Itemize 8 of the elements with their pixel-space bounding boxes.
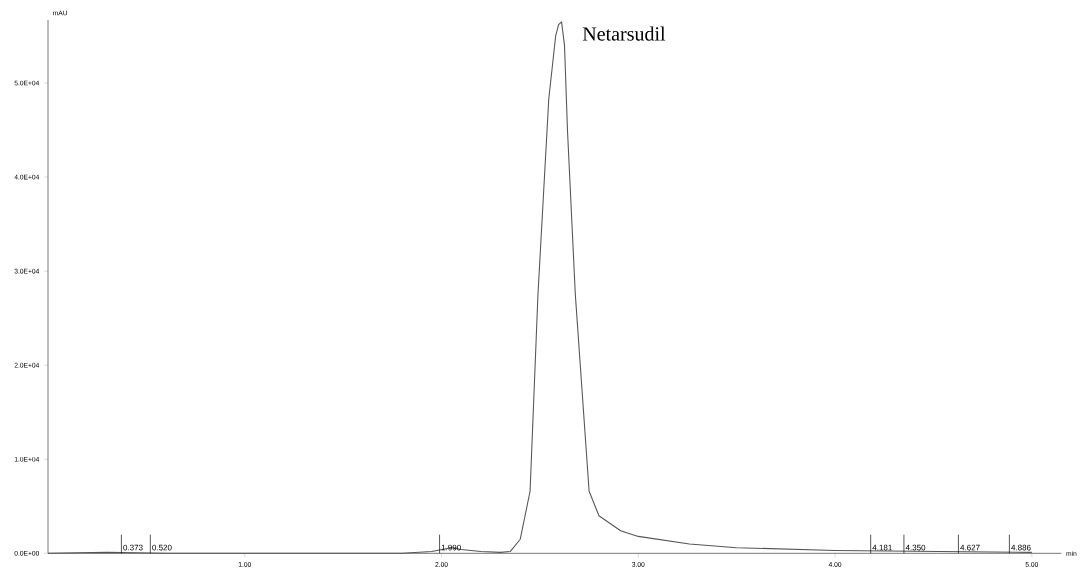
annotation: 0.520 (152, 544, 172, 551)
annotation: 4.886 (1011, 544, 1031, 551)
annotation: 4.181 (872, 544, 892, 551)
annotation: 4.627 (960, 544, 980, 551)
annotation: 0.373 (123, 544, 143, 551)
annotation: 4.350 (905, 544, 926, 551)
annotation: Netarsudil (582, 26, 666, 41)
annotation: 1.990 (441, 544, 461, 551)
